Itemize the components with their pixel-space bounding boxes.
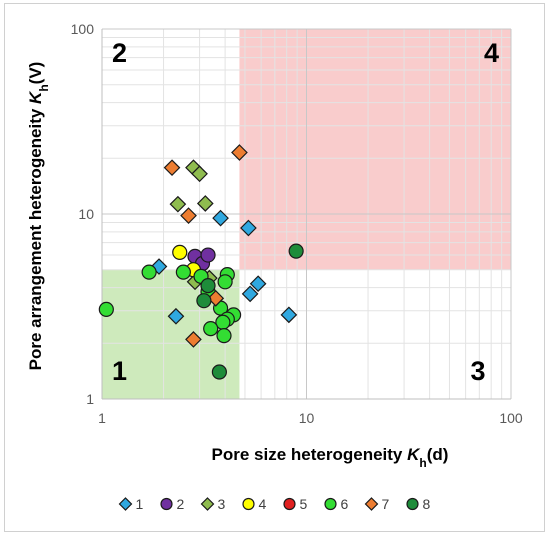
data-point	[196, 195, 214, 212]
legend-label: 8	[423, 496, 431, 512]
data-point	[200, 278, 216, 294]
legend-marker	[118, 497, 133, 511]
legend: 1 2 3 4 5 6 7 8	[118, 496, 431, 512]
quadrant-label-3: 3	[470, 356, 485, 386]
data-point	[175, 264, 191, 280]
data-point	[200, 247, 216, 263]
quadrant-labels: 1 2 3 4	[112, 38, 499, 386]
data-point	[217, 274, 233, 290]
legend-marker	[200, 497, 215, 511]
region-4	[239, 29, 511, 270]
data-point	[212, 209, 229, 227]
legend-marker	[242, 497, 255, 511]
legend-label: 3	[218, 496, 226, 512]
quadrant-label-2: 2	[112, 38, 127, 68]
chart-frame: 1 2 3 4 1 10 100 1 10 100 Pore size heterogeneit…	[4, 3, 545, 532]
legend-item-7: 7	[364, 496, 390, 512]
y-axis-title: Pore arrangement heterogeneity Kh(V)	[26, 62, 51, 371]
tick-labels: 1 10 100 1 10 100	[71, 21, 523, 426]
quadrant-label-4: 4	[484, 38, 499, 68]
legend-item-2: 2	[160, 496, 185, 512]
data-point	[180, 207, 197, 224]
series-7	[163, 144, 248, 348]
legend-label: 2	[177, 496, 185, 512]
x-axis-title: Pore size heterogeneity Kh(d)	[212, 445, 449, 470]
legend-label: 4	[259, 496, 267, 512]
legend-label: 6	[341, 496, 349, 512]
legend-marker	[406, 497, 419, 511]
legend-marker	[160, 497, 173, 511]
y-tick-label: 10	[78, 206, 94, 222]
legend-item-1: 1	[118, 496, 144, 512]
legend-marker	[364, 497, 379, 511]
y-tick-label: 1	[86, 391, 94, 407]
series-6	[98, 264, 242, 344]
legend-item-3: 3	[200, 496, 226, 512]
axes-layer	[101, 29, 511, 400]
data-point	[240, 219, 257, 237]
x-tick-label: 10	[299, 410, 315, 426]
data-point	[163, 159, 181, 177]
data-point	[203, 321, 219, 337]
data-point	[141, 264, 157, 280]
legend-item-8: 8	[406, 496, 431, 512]
data-point	[249, 275, 267, 293]
data-point	[167, 307, 185, 325]
series-8	[196, 243, 304, 380]
data-point	[172, 244, 188, 261]
data-point	[280, 306, 298, 324]
series-2	[187, 247, 216, 272]
series-1	[150, 209, 298, 325]
data-point	[231, 144, 248, 161]
legend-label: 7	[382, 496, 390, 512]
points-layer	[98, 144, 304, 380]
data-point	[196, 293, 212, 309]
grid-layer	[101, 28, 512, 400]
data-point	[191, 165, 208, 183]
data-point	[185, 331, 202, 348]
data-point	[98, 301, 114, 318]
legend-label: 5	[300, 496, 308, 512]
legend-marker	[283, 497, 296, 511]
legend-label: 1	[136, 496, 144, 512]
data-point	[211, 364, 227, 380]
legend-item-6: 6	[324, 496, 349, 512]
data-point	[169, 195, 187, 213]
x-tick-label: 100	[499, 410, 523, 426]
data-point	[216, 328, 232, 344]
x-tick-label: 1	[98, 410, 106, 426]
legend-item-4: 4	[242, 496, 267, 512]
legend-marker	[324, 497, 337, 511]
y-tick-label: 100	[71, 21, 95, 37]
data-point	[207, 289, 225, 307]
quadrant-label-1: 1	[112, 356, 127, 386]
data-point	[288, 243, 304, 259]
legend-item-5: 5	[283, 496, 308, 512]
scatter-chart: 1 2 3 4 1 10 100 1 10 100 Pore size heterogeneit…	[26, 21, 523, 512]
data-point	[241, 285, 259, 303]
